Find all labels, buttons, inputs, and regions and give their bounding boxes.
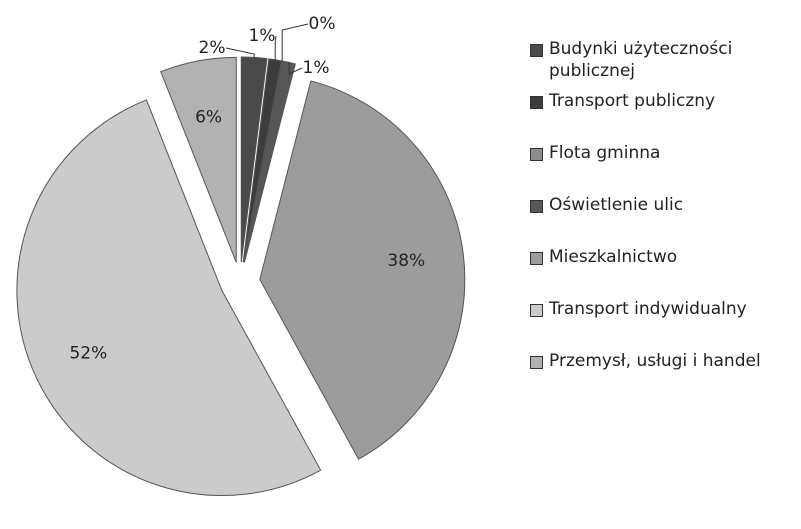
legend-item: Transport publiczny	[530, 90, 780, 112]
data-label: 1%	[249, 26, 276, 46]
legend-label: Mieszkalnictwo	[549, 247, 678, 267]
legend-label: Transport publiczny	[549, 91, 716, 111]
data-label: 6%	[195, 107, 222, 127]
legend-label: Oświetlenie ulic	[549, 195, 684, 215]
legend-item: Transport indywidualny	[530, 298, 780, 320]
legend-item: Mieszkalnictwo	[530, 246, 780, 268]
data-label: 2%	[199, 38, 226, 58]
pie-slice	[259, 80, 466, 460]
pie-slice	[240, 56, 268, 263]
legend-item: Flota gminna	[530, 142, 780, 164]
legend-item: Przemysł, usługi i handel	[530, 350, 780, 372]
legend-item: Oświetlenie ulic	[530, 194, 780, 216]
legend-swatch	[530, 96, 543, 109]
data-label: 1%	[303, 58, 330, 78]
leader-line	[281, 23, 309, 61]
legend-label: Transport indywidualny	[549, 299, 747, 319]
legend-swatch	[530, 200, 543, 213]
legend-item: Budynki użyteczności publicznej	[530, 38, 780, 82]
legend-label: Budynki użyteczności publicznej	[549, 39, 733, 81]
data-label: 52%	[69, 343, 107, 363]
legend-swatch	[530, 44, 543, 57]
legend-swatch	[530, 304, 543, 317]
legend-label: Flota gminna	[549, 143, 661, 163]
pie-slice	[160, 56, 237, 263]
leader-line	[225, 47, 255, 58]
data-label: 38%	[387, 251, 425, 271]
legend-swatch	[530, 148, 543, 161]
pie-slice	[16, 99, 322, 496]
legend-label: Przemysł, usługi i handel	[549, 351, 761, 371]
data-label: 0%	[309, 14, 336, 34]
leader-line	[274, 35, 277, 60]
legend-swatch	[530, 356, 543, 369]
leader-line	[288, 62, 303, 75]
legend-swatch	[530, 252, 543, 265]
